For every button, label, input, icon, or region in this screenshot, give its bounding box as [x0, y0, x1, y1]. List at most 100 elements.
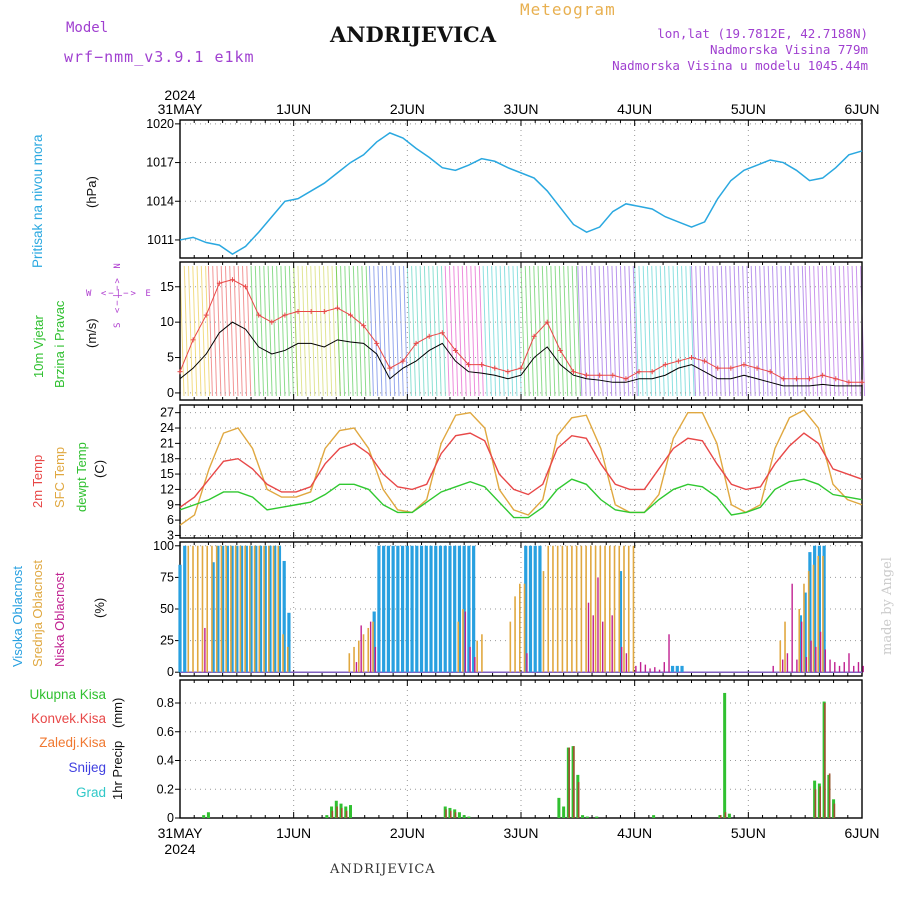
legend-conv-precip: Konvek.Kisa — [30, 711, 106, 726]
wind-barb-9 — [563, 265, 569, 397]
high-cloud-bar — [263, 545, 267, 673]
mid-cloud-bar — [225, 545, 227, 673]
wind-barb-13 — [830, 265, 836, 397]
low-cloud-bar — [369, 621, 372, 673]
high-cloud-bar — [235, 545, 239, 673]
wind-barb-11 — [685, 265, 691, 397]
mid-cloud-bar — [822, 555, 824, 673]
lonlat-label: lon,lat (19.7812E, 42.7188N) — [657, 26, 868, 41]
wind-barb-10 — [611, 265, 617, 397]
time-tick-label-top: 2JUN — [390, 101, 425, 117]
wind-barb-5 — [381, 265, 387, 397]
time-tick-label-bottom: 4JUN — [617, 825, 652, 841]
high-cloud-bar — [533, 545, 537, 673]
mid-cloud-bar — [632, 545, 635, 673]
wind-barb-4 — [335, 265, 341, 397]
wind-barb-10 — [585, 265, 591, 397]
mid-cloud-bar — [263, 545, 265, 673]
wind-barb-12 — [691, 265, 696, 397]
wind-barb-8 — [508, 265, 514, 397]
low-cloud-bar — [663, 662, 665, 673]
low-cloud-bar — [853, 665, 855, 673]
wind-barb-4 — [357, 265, 363, 397]
high-cloud-bar — [244, 545, 248, 673]
conv-precip-bar — [568, 747, 570, 818]
year-label-bottom: 2024 — [164, 841, 195, 857]
wind-barb-7 — [478, 265, 484, 397]
wind-barb-11 — [689, 265, 695, 397]
wind-barb-13 — [813, 265, 819, 397]
time-tick-label-top: 3JUN — [503, 101, 538, 117]
wind-barb-10 — [615, 265, 621, 397]
wind-barb-1 — [246, 265, 252, 397]
wind-barb-13 — [847, 265, 853, 397]
low-cloud-bar — [848, 653, 850, 673]
wind-barb-12 — [708, 265, 714, 397]
mid-cloud-bar — [514, 596, 516, 673]
low-cloud-bar — [791, 583, 793, 673]
y-tick-label: 12 — [160, 482, 174, 496]
wind-barb-9 — [571, 265, 577, 397]
wind-barb-9 — [575, 265, 581, 397]
y-tick-label: 18 — [160, 452, 174, 466]
wind-barb-6 — [406, 265, 412, 397]
wind-barb-7 — [466, 265, 472, 397]
low-cloud-bar — [464, 611, 467, 673]
high-cloud-bar — [462, 545, 466, 673]
total-precip-bar — [206, 812, 210, 818]
mid-cloud-bar — [807, 571, 810, 673]
wind-barb-12 — [754, 265, 760, 397]
mid-cloud-bar — [357, 640, 360, 673]
high-cloud-bar — [239, 545, 244, 673]
wind-barb-12 — [780, 265, 786, 397]
y-tick-label: 0.2 — [157, 782, 174, 796]
high-cloud-bar — [472, 545, 476, 673]
wind-barb-9 — [533, 265, 539, 397]
mid-cloud-bar — [623, 545, 625, 673]
conv-precip-bar — [724, 812, 727, 818]
wind-barb-7 — [448, 265, 454, 397]
y-tick-label: 0.6 — [157, 725, 174, 739]
mid-cloud-bar — [462, 609, 464, 673]
wind-barb-6 — [411, 265, 417, 397]
wind-barb-1 — [229, 265, 235, 397]
low-cloud-bar — [796, 659, 798, 673]
wind-barb-7 — [457, 265, 463, 397]
model-label: Model — [66, 20, 109, 36]
wind-barb-13 — [821, 265, 827, 397]
low-cloud-bar — [800, 621, 803, 673]
y-tick-label: 0 — [167, 386, 174, 400]
wind-barb-12 — [716, 265, 722, 397]
mid-cloud-bar — [362, 634, 365, 673]
high-cloud-bar — [400, 545, 405, 673]
y-tick-label: 3 — [167, 528, 174, 542]
wind-barb-12 — [725, 265, 731, 397]
mid-cloud-bar — [277, 545, 280, 673]
wind-barb-2 — [276, 265, 282, 397]
low-cloud-bar — [360, 625, 362, 673]
total-precip-bar — [202, 815, 206, 818]
wind-barb-3 — [314, 265, 320, 397]
mid-cloud-bar — [367, 627, 370, 673]
conv-precip-bar — [445, 809, 447, 818]
wind-barb-11 — [672, 265, 678, 397]
wind-barb-11 — [664, 265, 670, 397]
wind-barb-0 — [205, 265, 211, 397]
high-cloud-bar — [216, 545, 220, 673]
wind-barb-9 — [550, 265, 556, 397]
wind-barb-2 — [250, 265, 256, 397]
mid-cloud-bar — [547, 545, 550, 673]
wind-barb-4 — [344, 265, 350, 397]
y-tick-label: 15 — [160, 280, 174, 294]
high-cloud-bar — [803, 592, 807, 673]
mid-cloud-bar — [817, 555, 819, 673]
mid-cloud-bar — [230, 545, 232, 673]
wind-barb-12 — [767, 265, 773, 397]
high-cloud-bar — [282, 560, 286, 673]
wind-barb-5 — [390, 265, 396, 397]
wind-barb-3 — [323, 265, 329, 397]
high-cloud-bar — [457, 545, 462, 673]
wind-barb-6 — [423, 265, 429, 397]
wind-barb-6 — [419, 265, 425, 397]
total-precip-bar — [723, 692, 727, 818]
